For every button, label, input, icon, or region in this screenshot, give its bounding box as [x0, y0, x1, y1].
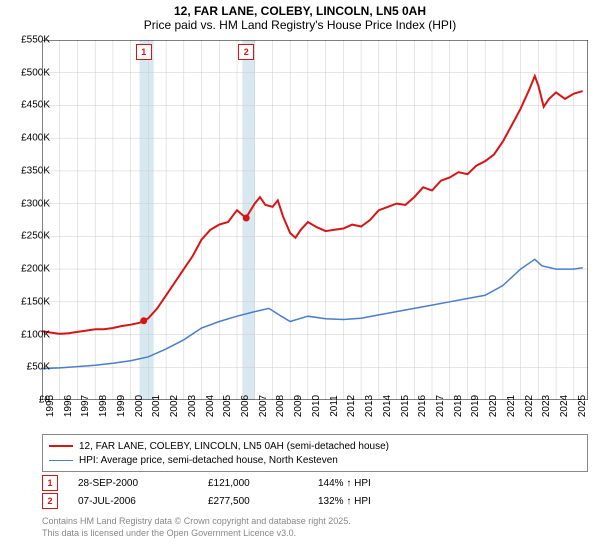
x-tick-label: 2023: [541, 395, 552, 417]
footer-attribution: Contains HM Land Registry data © Crown c…: [42, 516, 588, 539]
legend-box: 12, FAR LANE, COLEBY, LINCOLN, LN5 0AH (…: [42, 434, 588, 472]
x-tick-label: 2002: [169, 395, 180, 417]
y-tick-label: £200K: [21, 264, 50, 275]
x-tick-label: 2012: [346, 395, 357, 417]
chart-svg: [42, 40, 588, 400]
x-tick-label: 2003: [187, 395, 198, 417]
sale-date: 07-JUL-2006: [78, 496, 188, 507]
footer-line2: This data is licensed under the Open Gov…: [42, 528, 588, 540]
x-tick-label: 2015: [400, 395, 411, 417]
x-tick-label: 2017: [435, 395, 446, 417]
sale-marker-label: 2: [238, 44, 254, 60]
sale-marker: 1: [42, 475, 58, 491]
y-tick-label: £550K: [21, 35, 50, 46]
x-tick-label: 1997: [80, 395, 91, 417]
sales-table: 1 28-SEP-2000 £121,000 144% ↑ HPI 2 07-JUL-20…: [42, 474, 588, 510]
sale-price: £121,000: [208, 478, 298, 489]
x-tick-label: 2001: [151, 395, 162, 417]
legend-swatch: [49, 445, 73, 447]
legend-swatch: [49, 460, 73, 461]
x-tick-label: 2006: [240, 395, 251, 417]
x-tick-label: 2021: [506, 395, 517, 417]
legend-item: 12, FAR LANE, COLEBY, LINCOLN, LN5 0AH (…: [49, 439, 581, 453]
x-tick-label: 2005: [222, 395, 233, 417]
legend-label: 12, FAR LANE, COLEBY, LINCOLN, LN5 0AH (…: [79, 441, 389, 452]
y-tick-label: £450K: [21, 100, 50, 111]
plot-area: [42, 40, 588, 400]
y-tick-label: £300K: [21, 198, 50, 209]
sale-marker: 2: [42, 493, 58, 509]
x-tick-label: 1995: [45, 395, 56, 417]
title-subtitle: Price paid vs. HM Land Registry's House …: [0, 18, 600, 32]
chart-container: 12, FAR LANE, COLEBY, LINCOLN, LN5 0AH P…: [0, 0, 600, 560]
sale-date: 28-SEP-2000: [78, 478, 188, 489]
x-tick-label: 2000: [134, 395, 145, 417]
x-tick-label: 2011: [329, 395, 340, 417]
x-tick-label: 2018: [453, 395, 464, 417]
x-tick-label: 2009: [293, 395, 304, 417]
y-tick-label: £50K: [27, 362, 50, 373]
y-tick-label: £250K: [21, 231, 50, 242]
x-tick-label: 1999: [116, 395, 127, 417]
y-tick-label: £400K: [21, 133, 50, 144]
x-tick-label: 1998: [98, 395, 109, 417]
x-tick-label: 2007: [258, 395, 269, 417]
sale-row: 1 28-SEP-2000 £121,000 144% ↑ HPI: [42, 474, 588, 492]
x-tick-label: 2022: [524, 395, 535, 417]
x-tick-label: 2020: [488, 395, 499, 417]
y-tick-label: £350K: [21, 165, 50, 176]
x-tick-label: 2014: [382, 395, 393, 417]
title-address: 12, FAR LANE, COLEBY, LINCOLN, LN5 0AH: [0, 4, 600, 18]
x-tick-label: 2016: [417, 395, 428, 417]
sale-price: £277,500: [208, 496, 298, 507]
y-tick-label: £100K: [21, 329, 50, 340]
x-tick-label: 2010: [311, 395, 322, 417]
y-tick-label: £500K: [21, 67, 50, 78]
x-tick-label: 2019: [470, 395, 481, 417]
x-tick-label: 2008: [275, 395, 286, 417]
sale-pct: 144% ↑ HPI: [318, 478, 408, 489]
legend-label: HPI: Average price, semi-detached house,…: [79, 455, 338, 466]
legend-item: HPI: Average price, semi-detached house,…: [49, 453, 581, 467]
x-tick-label: 1996: [63, 395, 74, 417]
x-tick-label: 2024: [559, 395, 570, 417]
title-block: 12, FAR LANE, COLEBY, LINCOLN, LN5 0AH P…: [0, 0, 600, 32]
sale-marker-label: 1: [136, 44, 152, 60]
sale-pct: 132% ↑ HPI: [318, 496, 408, 507]
x-tick-label: 2025: [577, 395, 588, 417]
x-tick-label: 2004: [205, 395, 216, 417]
footer-line1: Contains HM Land Registry data © Crown c…: [42, 516, 588, 528]
x-tick-label: 2013: [364, 395, 375, 417]
sale-row: 2 07-JUL-2006 £277,500 132% ↑ HPI: [42, 492, 588, 510]
y-tick-label: £150K: [21, 296, 50, 307]
